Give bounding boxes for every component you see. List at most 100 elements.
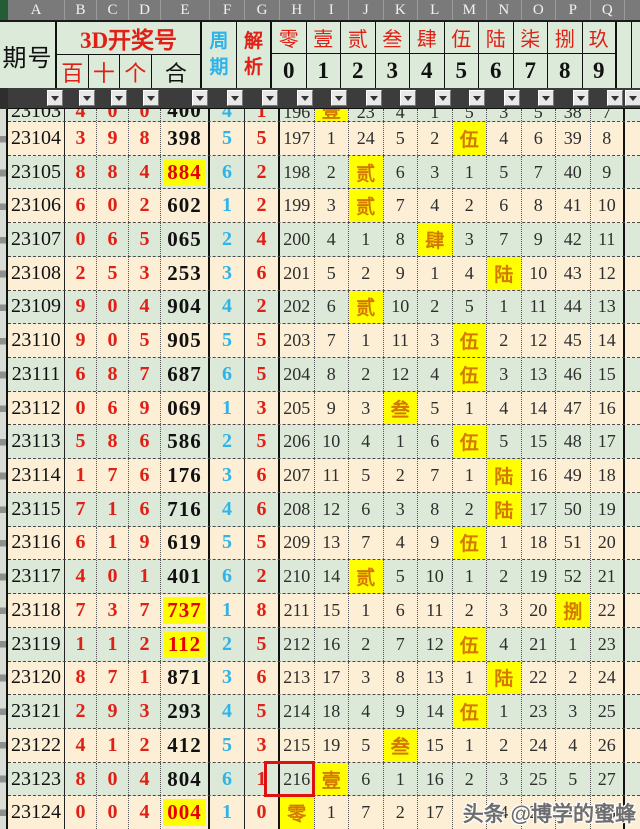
cell-cycle[interactable]: 3 xyxy=(210,256,245,290)
cell-number[interactable]: 069 xyxy=(161,391,210,425)
cell-hundreds[interactable]: 1 xyxy=(65,459,97,492)
cell-digit-0[interactable]: 213 xyxy=(280,661,315,695)
cell-digit-6[interactable]: 3 xyxy=(487,109,522,121)
cell-units[interactable]: 4 xyxy=(129,796,161,829)
cell-digit-6[interactable]: 4 xyxy=(487,627,522,661)
cell-digit-5[interactable]: 伍 xyxy=(452,695,487,728)
cell-hundreds[interactable]: 7 xyxy=(65,492,97,526)
cell-number[interactable]: 687 xyxy=(161,358,210,391)
cell-digit-6[interactable]: 陆 xyxy=(487,661,522,695)
cell-digit-2[interactable]: 5 xyxy=(349,459,384,492)
cell-digit-8[interactable]: 44 xyxy=(556,290,591,324)
cell-cycle[interactable]: 1 xyxy=(210,189,245,223)
cell-tens[interactable]: 6 xyxy=(97,223,129,256)
cell-hundreds[interactable]: 0 xyxy=(65,391,97,425)
cell-analysis[interactable]: 6 xyxy=(245,492,280,526)
cell-hundreds[interactable]: 8 xyxy=(65,661,97,695)
cell-digit-9[interactable]: 7 xyxy=(591,109,625,121)
cell-digit-3[interactable]: 2 xyxy=(384,459,418,492)
cell-digit-2[interactable]: 7 xyxy=(349,796,384,829)
cell-digit-0[interactable]: 204 xyxy=(280,358,315,391)
cell-digit-2[interactable]: 4 xyxy=(349,695,384,728)
cell-digit-4[interactable]: 5 xyxy=(418,391,453,425)
cell-digit-3[interactable]: 7 xyxy=(384,189,418,223)
cell-hundreds[interactable]: 6 xyxy=(65,358,97,391)
cell-digit-9[interactable]: 19 xyxy=(591,492,625,526)
filter-dropdown-button[interactable] xyxy=(538,90,554,106)
cell-digit-5[interactable]: 2 xyxy=(453,594,487,627)
cell-tens[interactable]: 8 xyxy=(97,358,129,391)
cell-digit-7[interactable]: 21 xyxy=(522,627,556,661)
cell-digit-6[interactable]: 陆 xyxy=(487,459,522,492)
cell-number[interactable]: 871 xyxy=(161,661,210,695)
cell-digit-0[interactable]: 199 xyxy=(280,189,315,223)
filter-dropdown-button[interactable] xyxy=(400,90,416,106)
cell-digit-3[interactable]: 9 xyxy=(384,695,418,728)
cell-digit-7[interactable]: 24 xyxy=(522,728,556,762)
cell-hundreds[interactable]: 8 xyxy=(65,762,97,796)
cell-digit-1[interactable]: 19 xyxy=(315,728,349,762)
cell-digit-5[interactable]: 1 xyxy=(453,560,487,594)
cell-digit-9[interactable]: 18 xyxy=(591,459,625,492)
cell-units[interactable]: 6 xyxy=(129,425,161,459)
cell-digit-9[interactable]: 23 xyxy=(591,627,625,661)
cell-cycle[interactable]: 3 xyxy=(210,459,245,492)
cell-tens[interactable]: 7 xyxy=(97,661,129,695)
filter-dropdown-button[interactable] xyxy=(434,90,451,106)
cell-digit-3[interactable]: 4 xyxy=(384,526,418,560)
cell-issue[interactable]: 23111 xyxy=(8,358,65,391)
cell-analysis[interactable]: 2 xyxy=(245,189,280,223)
cell-hundreds[interactable]: 6 xyxy=(65,189,97,223)
cell-digit-1[interactable]: 14 xyxy=(315,560,349,594)
cell-digit-0[interactable]: 207 xyxy=(280,459,315,492)
cell-digit-2[interactable]: 24 xyxy=(349,122,384,155)
cell-digit-7[interactable]: 26 xyxy=(522,796,556,829)
cell-number[interactable]: 904 xyxy=(161,290,210,324)
cell-digit-9[interactable]: 24 xyxy=(591,661,625,695)
cell-digit-7[interactable]: 14 xyxy=(522,391,556,425)
cell-digit-3[interactable]: 6 xyxy=(384,155,418,189)
cell-digit-1[interactable]: 5 xyxy=(315,256,349,290)
cell-digit-4[interactable]: 17 xyxy=(418,796,453,829)
cell-tens[interactable]: 0 xyxy=(97,109,129,121)
cell-digit-6[interactable]: 陆 xyxy=(487,492,522,526)
cell-digit-3[interactable]: 5 xyxy=(384,560,418,594)
cell-tens[interactable]: 7 xyxy=(97,459,129,492)
cell-digit-9[interactable]: 13 xyxy=(591,290,625,324)
cell-issue[interactable]: 23121 xyxy=(8,695,65,728)
cell-digit-3[interactable]: 2 xyxy=(384,796,418,829)
cell-tens[interactable]: 0 xyxy=(97,324,129,358)
filter-dropdown-button[interactable] xyxy=(572,90,589,106)
cell-digit-6[interactable]: 4 xyxy=(487,796,522,829)
cell-cycle[interactable]: 5 xyxy=(210,122,245,155)
cell-number[interactable]: 737 xyxy=(161,594,210,627)
cell-digit-4[interactable]: 2 xyxy=(418,290,453,324)
cell-issue[interactable]: 23113 xyxy=(8,425,65,459)
cell-digit-2[interactable]: 1 xyxy=(349,594,384,627)
cell-issue[interactable]: 23123 xyxy=(8,762,65,796)
cell-digit-1[interactable]: 1 xyxy=(315,796,349,829)
cell-number[interactable]: 065 xyxy=(161,223,210,256)
cell-digit-8[interactable]: 4 xyxy=(556,728,591,762)
cell-digit-1[interactable]: 12 xyxy=(315,492,349,526)
cell-digit-4[interactable]: 1 xyxy=(418,256,453,290)
cell-digit-1[interactable]: 9 xyxy=(315,391,349,425)
cell-digit-7[interactable]: 22 xyxy=(522,661,556,695)
cell-digit-7[interactable]: 17 xyxy=(522,492,556,526)
cell-number[interactable]: 401 xyxy=(161,560,210,594)
cell-digit-9[interactable]: 8 xyxy=(591,122,625,155)
cell-issue[interactable]: 23112 xyxy=(8,391,65,425)
cell-digit-7[interactable]: 11 xyxy=(522,290,556,324)
cell-number[interactable]: 586 xyxy=(161,425,210,459)
cell-digit-1[interactable]: 6 xyxy=(315,290,349,324)
cell-digit-1[interactable]: 壹 xyxy=(314,109,349,121)
cell-cycle[interactable]: 4 xyxy=(210,109,245,121)
cell-digit-0[interactable]: 211 xyxy=(280,594,315,627)
cell-digit-0[interactable]: 197 xyxy=(280,122,315,155)
cell-number[interactable]: 619 xyxy=(161,526,210,560)
cell-digit-5[interactable]: 1 xyxy=(453,391,487,425)
cell-digit-1[interactable]: 1 xyxy=(315,122,349,155)
cell-digit-4[interactable]: 9 xyxy=(418,526,453,560)
filter-dropdown-button[interactable] xyxy=(331,90,347,106)
cell-hundreds[interactable]: 9 xyxy=(65,290,97,324)
